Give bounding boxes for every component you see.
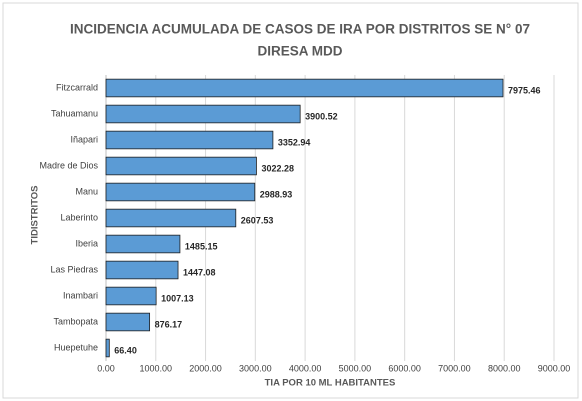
data-label: 3352.94 bbox=[278, 137, 311, 147]
bar bbox=[105, 286, 157, 306]
y-tick-label: Inambari bbox=[63, 290, 98, 300]
data-label: 2607.53 bbox=[241, 215, 274, 225]
y-tick-label: Las Piedras bbox=[50, 264, 98, 274]
x-tick-label: 6000.00 bbox=[388, 363, 421, 373]
x-tick-label: 0.00 bbox=[97, 363, 115, 373]
data-label: 2988.93 bbox=[260, 189, 293, 199]
chart-title: DIRESA MDD bbox=[257, 44, 342, 59]
y-tick-label: Manu bbox=[75, 186, 98, 196]
data-label: 3022.28 bbox=[261, 163, 294, 173]
y-tick-label: Tahuamanu bbox=[51, 108, 98, 118]
x-tick-label: 3000.00 bbox=[239, 363, 272, 373]
bar bbox=[105, 338, 110, 358]
bar bbox=[105, 78, 504, 98]
y-tick-label: Tambopata bbox=[53, 316, 98, 326]
data-label: 3900.52 bbox=[305, 111, 338, 121]
data-label: 1007.13 bbox=[161, 293, 194, 303]
bar bbox=[105, 156, 257, 176]
bar bbox=[105, 130, 274, 150]
bar bbox=[105, 312, 151, 332]
x-tick-label: 4000.00 bbox=[289, 363, 322, 373]
x-tick-label: 1000.00 bbox=[140, 363, 173, 373]
y-tick-label: Madre de Dios bbox=[39, 160, 98, 170]
y-axis-label: TIDISTRITOS bbox=[30, 186, 41, 245]
data-label: 1447.08 bbox=[183, 267, 216, 277]
x-tick-label: 9000.00 bbox=[538, 363, 571, 373]
y-tick-label: Laberinto bbox=[60, 212, 98, 222]
x-axis-label: TIA POR 10 ML HABITANTES bbox=[265, 378, 396, 389]
y-tick-label: Iñapari bbox=[70, 134, 98, 144]
data-label: 7975.46 bbox=[508, 85, 541, 95]
x-tick-label: 2000.00 bbox=[189, 363, 222, 373]
bar bbox=[105, 182, 256, 202]
x-tick-label: 7000.00 bbox=[438, 363, 471, 373]
data-label: 1485.15 bbox=[185, 241, 218, 251]
data-label: 876.17 bbox=[155, 319, 183, 329]
bar bbox=[105, 208, 237, 228]
x-tick-label: 5000.00 bbox=[339, 363, 372, 373]
bar bbox=[105, 234, 181, 254]
bar bbox=[105, 260, 179, 280]
data-label: 66.40 bbox=[114, 345, 137, 355]
y-tick-label: Huepetuhe bbox=[54, 342, 98, 352]
chart-title: INCIDENCIA ACUMULADA DE CASOS DE IRA POR… bbox=[70, 22, 530, 37]
x-tick-label: 8000.00 bbox=[488, 363, 521, 373]
bar bbox=[105, 104, 301, 124]
y-tick-label: Fitzcarrald bbox=[56, 82, 98, 92]
y-tick-label: Iberia bbox=[75, 238, 98, 248]
